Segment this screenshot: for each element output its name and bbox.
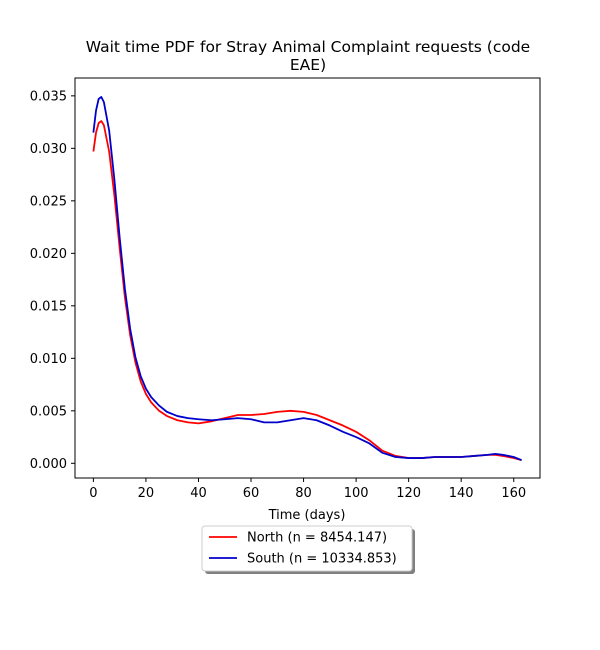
plot-area-frame: [74, 77, 541, 479]
x-tick-label: 60: [243, 486, 260, 501]
x-tick-label: 0: [89, 486, 97, 501]
y-axis-ticks: 0.000 0.005 0.010 0.015 0.020 0.025 0.030 0.035: [30, 89, 75, 472]
series-line-north: [92, 120, 522, 462]
x-tick-label: 20: [138, 486, 155, 501]
y-tick-label: 0.005: [30, 404, 67, 419]
legend-label-south: South (n = 10334.853): [247, 552, 397, 567]
y-tick-label: 0.010: [30, 352, 67, 367]
x-axis-ticks: 0 20 40 60 80 100 120 140 160: [89, 478, 526, 501]
series-layer: [92, 96, 522, 462]
y-tick-label: 0.020: [30, 247, 67, 262]
series-line-south: [92, 96, 522, 461]
y-tick-label: 0.030: [30, 142, 67, 157]
x-tick-label: 160: [501, 486, 526, 501]
x-tick-label: 140: [449, 486, 474, 501]
y-tick-label: 0.025: [30, 194, 67, 209]
x-tick-label: 40: [190, 486, 207, 501]
legend-label-north: North (n = 8454.147): [247, 531, 387, 546]
y-tick-label: 0.035: [30, 89, 67, 104]
x-tick-label: 100: [344, 486, 369, 501]
chart-title-line-1: Wait time PDF for Stray Animal Complaint…: [86, 38, 530, 56]
x-axis-label: Time (days): [268, 508, 346, 523]
y-tick-label: 0.000: [30, 457, 67, 472]
chart-title-line-2: EAE): [290, 56, 326, 74]
x-tick-label: 120: [396, 486, 421, 501]
y-tick-label: 0.015: [30, 299, 67, 314]
x-tick-label: 80: [295, 486, 312, 501]
legend-box: [201, 525, 413, 572]
legend: North (n = 8454.147) South (n = 10334.85…: [201, 525, 415, 574]
